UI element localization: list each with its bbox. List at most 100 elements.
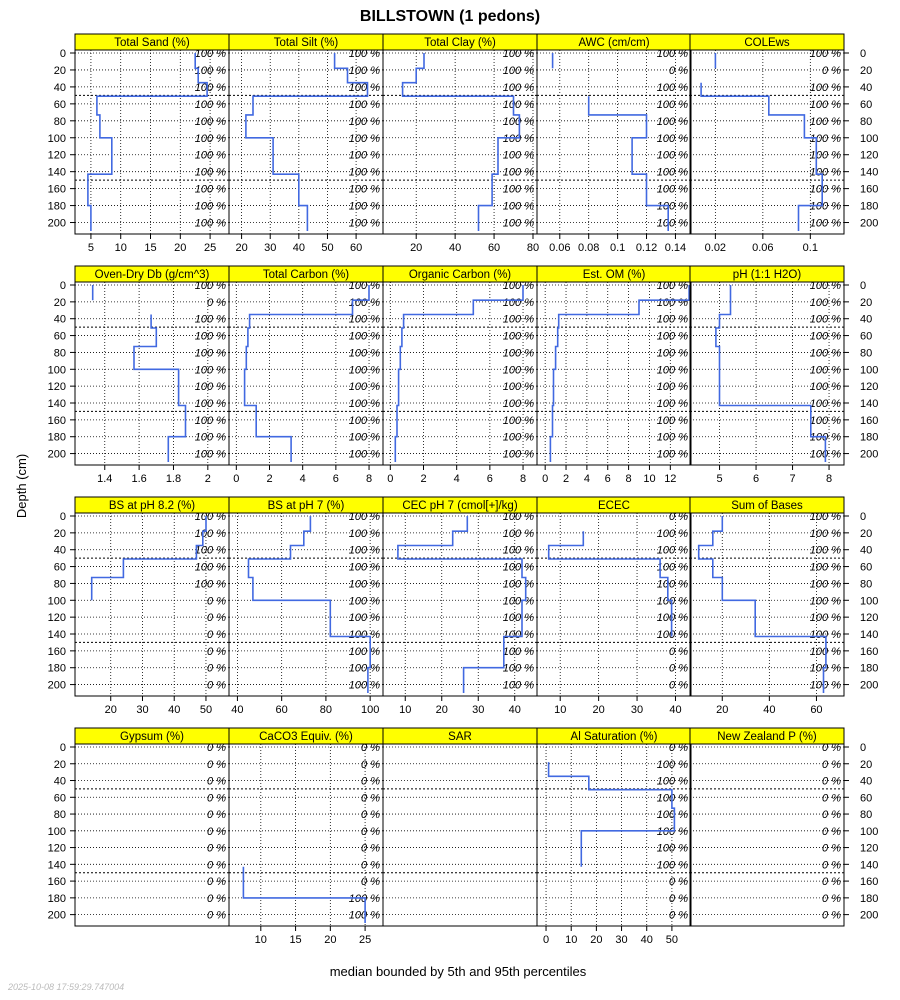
panel-awc-cm-cm: AWC (cm/cm) 100 % 0 % 100 % 100 % 100 % 100 % 1…	[536, 33, 692, 254]
data-coverage-label: 100 %	[349, 398, 380, 410]
data-coverage-label: 100 %	[810, 364, 841, 376]
data-coverage-label: 0 %	[669, 893, 688, 905]
depth-tick-label-left: 0	[60, 280, 66, 292]
x-tick-label: 50	[321, 242, 333, 254]
data-coverage-label: 100 %	[195, 545, 226, 557]
data-coverage-label: 100 %	[810, 331, 841, 343]
data-coverage-label: 100 %	[195, 218, 226, 230]
data-coverage-label: 100 %	[195, 48, 226, 60]
data-coverage-label: 0 %	[207, 776, 226, 788]
data-coverage-label: 0 %	[822, 759, 841, 771]
data-coverage-label: 0 %	[361, 792, 380, 804]
x-tick-label: 0.14	[665, 242, 686, 254]
data-coverage-label: 0 %	[669, 910, 688, 922]
panel-strip-label: pH (1:1 H2O)	[733, 269, 802, 281]
depth-tick-label-right: 200	[860, 680, 878, 692]
depth-tick-label-right: 60	[860, 792, 872, 804]
data-coverage-label: 0 %	[822, 843, 841, 855]
data-coverage-label: 100 %	[195, 167, 226, 179]
median-profile-line	[394, 285, 524, 462]
panel-colews: COLEws 100 % 0 % 100 % 100 % 100 % 100 % 100 % 1…	[689, 33, 845, 254]
data-coverage-label: 100 %	[195, 578, 226, 590]
data-coverage-label: 100 %	[503, 347, 534, 359]
depth-tick-label-left: 100	[48, 595, 66, 607]
data-coverage-label: 100 %	[349, 663, 380, 675]
data-coverage-label: 0 %	[207, 843, 226, 855]
data-coverage-label: 0 %	[361, 826, 380, 838]
depth-tick-label-left: 40	[54, 314, 66, 326]
panel-strip-label: Est. OM (%)	[583, 269, 646, 281]
panel-est-om: Est. OM (%) 100 % 100 % 100 % 100 % 100 % 100 …	[536, 265, 692, 485]
data-coverage-label: 100 %	[349, 65, 380, 77]
depth-tick-label-left: 120	[48, 381, 66, 393]
depth-tick-label-left: 80	[54, 116, 66, 128]
x-tick-label: 40	[293, 242, 305, 254]
data-coverage-label: 0 %	[822, 809, 841, 821]
x-tick-label: 20	[174, 242, 186, 254]
median-profile-line	[715, 285, 827, 462]
data-coverage-label: 0 %	[822, 893, 841, 905]
data-coverage-label: 100 %	[195, 364, 226, 376]
data-coverage-label: 100 %	[349, 629, 380, 641]
panel-bs-at-ph-7: BS at pH 7 (%) 100 % 100 % 100 % 100 % 100 % 1…	[228, 496, 384, 716]
data-coverage-label: 100 %	[195, 133, 226, 145]
x-tick-label: 60	[810, 704, 822, 716]
median-profile-line	[87, 53, 208, 231]
depth-tick-label-left: 0	[60, 511, 66, 523]
depth-tick-label-left: 120	[48, 843, 66, 855]
data-coverage-label: 100 %	[349, 218, 380, 230]
data-coverage-label: 0 %	[669, 680, 688, 692]
data-coverage-label: 100 %	[195, 415, 226, 427]
data-coverage-label: 0 %	[361, 776, 380, 788]
data-coverage-label: 0 %	[207, 792, 226, 804]
data-coverage-label: 100 %	[503, 150, 534, 162]
data-coverage-label: 100 %	[195, 65, 226, 77]
depth-tick-label-left: 40	[54, 82, 66, 94]
data-coverage-label: 100 %	[503, 133, 534, 145]
data-coverage-label: 100 %	[349, 364, 380, 376]
data-coverage-label: 100 %	[195, 331, 226, 343]
data-coverage-label: 100 %	[195, 184, 226, 196]
data-coverage-label: 100 %	[349, 48, 380, 60]
data-coverage-label: 100 %	[657, 314, 688, 326]
data-coverage-label: 0 %	[361, 843, 380, 855]
median-profile-line	[547, 762, 676, 867]
x-axis-label: median bounded by 5th and 95th percentil…	[330, 964, 587, 979]
depth-tick-label-left: 80	[54, 578, 66, 590]
data-coverage-label: 0 %	[207, 893, 226, 905]
panel-strip-label: CaCO3 Equiv. (%)	[259, 731, 353, 743]
depth-tick-label-left: 40	[54, 545, 66, 557]
data-coverage-label: 100 %	[810, 629, 841, 641]
x-tick-label: 15	[289, 934, 301, 946]
depth-tick-label-right: 120	[860, 612, 878, 624]
data-coverage-label: 100 %	[195, 511, 226, 523]
data-coverage-label: 0 %	[207, 742, 226, 754]
data-coverage-label: 100 %	[195, 99, 226, 111]
data-coverage-label: 0 %	[669, 742, 688, 754]
median-profile-line	[697, 516, 827, 693]
x-tick-label: 1.4	[97, 473, 112, 485]
x-tick-label: 25	[359, 934, 371, 946]
x-tick-label: 0.1	[803, 242, 818, 254]
data-coverage-label: 0 %	[207, 663, 226, 675]
depth-tick-label-left: 180	[48, 432, 66, 444]
data-coverage-label: 0 %	[207, 876, 226, 888]
depth-tick-label-right: 120	[860, 843, 878, 855]
depth-tick-label-right: 20	[860, 759, 872, 771]
data-coverage-label: 100 %	[349, 314, 380, 326]
depth-tick-label-right: 160	[860, 415, 878, 427]
x-tick-label: 40	[641, 934, 653, 946]
x-tick-label: 5	[716, 473, 722, 485]
depth-tick-label-left: 20	[54, 759, 66, 771]
depth-tick-label-right: 40	[860, 314, 872, 326]
data-coverage-label: 100 %	[657, 331, 688, 343]
x-tick-label: 0	[542, 473, 548, 485]
median-profile-line	[133, 314, 187, 462]
depth-tick-label-left: 140	[48, 167, 66, 179]
x-tick-label: 30	[615, 934, 627, 946]
x-tick-label: 0.06	[549, 242, 570, 254]
data-coverage-label: 0 %	[207, 595, 226, 607]
depth-tick-label-right: 180	[860, 893, 878, 905]
depth-tick-label-left: 60	[54, 331, 66, 343]
data-coverage-label: 0 %	[361, 859, 380, 871]
